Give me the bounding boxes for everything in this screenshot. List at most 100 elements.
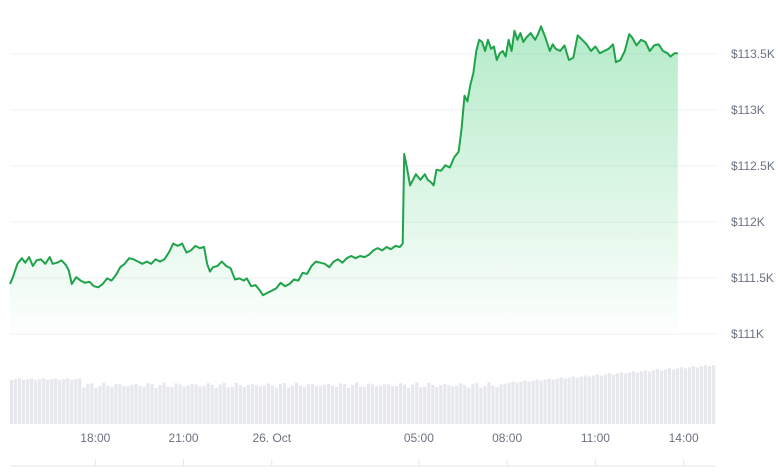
volume-bar — [110, 387, 114, 424]
volume-bar — [427, 382, 431, 424]
volume-bar — [583, 375, 587, 424]
volume-bar — [10, 380, 14, 424]
price-area-fill — [10, 26, 678, 339]
volume-bar — [158, 385, 162, 424]
volume-bar — [687, 367, 692, 424]
volume-bar — [587, 376, 591, 424]
volume-bar — [66, 378, 70, 424]
volume-bar — [78, 378, 82, 424]
volume-bar — [519, 381, 523, 424]
volume-bar — [182, 386, 186, 424]
volume-bar — [270, 385, 274, 424]
x-tick-label: 11:00 — [581, 431, 610, 445]
volume-bar — [403, 384, 407, 424]
volume-bar — [515, 382, 519, 424]
volume-bar — [471, 383, 475, 424]
volume-bar — [70, 380, 74, 424]
volume-bar — [98, 385, 102, 424]
volume-bar — [679, 367, 684, 424]
y-axis-ticks: $111K $111.5K $112K $112.5K $113K $113.5K — [731, 47, 775, 341]
volume-bar — [559, 377, 563, 424]
volume-bar — [170, 387, 174, 424]
volume-bar — [122, 386, 126, 424]
volume-bar — [683, 368, 688, 424]
volume-bar — [511, 381, 515, 424]
volume-bar — [623, 373, 627, 424]
volume-bar — [467, 387, 471, 424]
volume-bar — [278, 383, 282, 424]
volume-bar — [106, 385, 110, 424]
volume-bar — [371, 384, 375, 424]
volume-bar — [54, 378, 58, 424]
volume-bar — [90, 383, 94, 424]
volume-bar — [250, 384, 254, 424]
volume-bar — [663, 369, 668, 424]
volume-bar — [423, 386, 427, 424]
volume-bar — [102, 382, 106, 424]
volume-bar — [134, 383, 138, 424]
volume-bar — [246, 384, 250, 424]
volume-bar — [383, 384, 387, 424]
volume-bar — [34, 380, 38, 424]
volume-bar — [419, 387, 423, 424]
volume-bar — [415, 382, 419, 424]
volume-bar — [186, 385, 190, 424]
volume-bar — [523, 380, 527, 424]
volume-bar — [354, 382, 359, 424]
volume-bar — [551, 379, 555, 424]
y-tick-label: $111.5K — [731, 271, 774, 285]
volume-bar — [226, 387, 230, 424]
volume-bar — [86, 383, 90, 424]
volume-bar — [242, 387, 246, 424]
volume-bar — [603, 374, 607, 424]
volume-bar — [627, 372, 631, 424]
volume-bar — [194, 384, 198, 424]
volume-bar — [543, 379, 547, 424]
volume-bar — [635, 372, 639, 424]
volume-bar — [443, 384, 447, 424]
x-tick-label: 18:00 — [80, 431, 110, 445]
volume-bar — [322, 384, 327, 424]
volume-bar — [619, 372, 623, 424]
volume-bar — [330, 386, 335, 424]
volume-bar — [154, 388, 158, 424]
volume-bar — [266, 383, 270, 424]
volume-bar — [310, 384, 315, 424]
volume-bar — [218, 384, 222, 424]
volume-bar — [22, 380, 26, 424]
volume-bar — [615, 373, 619, 424]
x-axis-ticks: 18:00 21:00 26. Oct 05:00 08:00 11:00 14:00 — [80, 431, 699, 466]
volume-bar — [138, 386, 142, 424]
volume-bar — [62, 379, 66, 424]
volume-bar — [114, 384, 118, 424]
volume-bar — [234, 382, 238, 424]
volume-bar — [302, 387, 307, 424]
volume-bar — [455, 385, 459, 424]
volume-bar — [631, 371, 635, 424]
volume-bar — [491, 385, 495, 424]
volume-bar — [539, 380, 543, 424]
volume-bar — [579, 376, 583, 424]
volume-bar — [290, 385, 295, 424]
volume-bar — [294, 382, 299, 424]
volume-bar — [326, 383, 331, 424]
volume-bar — [699, 366, 704, 424]
volume-bar — [707, 366, 712, 424]
volume-bar — [14, 379, 18, 424]
volume-bar — [487, 382, 491, 424]
volume-bar — [411, 384, 415, 424]
volume-bar — [26, 379, 30, 424]
volume-bar — [435, 387, 439, 424]
volume-bar — [150, 384, 154, 424]
volume-bar — [82, 387, 86, 424]
volume-bar — [379, 385, 383, 424]
volume-bar — [591, 375, 595, 424]
volume-bar — [350, 385, 355, 424]
volume-bar — [214, 387, 218, 424]
volume-bar — [282, 383, 286, 424]
volume-bar — [391, 386, 395, 424]
volume-bar — [58, 380, 62, 424]
volume-bar — [695, 367, 700, 424]
volume-bars — [10, 365, 716, 424]
